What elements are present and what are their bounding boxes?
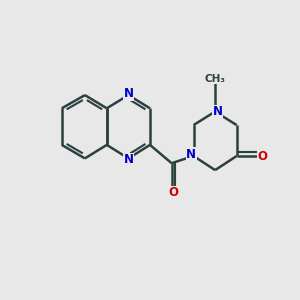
Text: N: N [123, 153, 134, 167]
Text: O: O [257, 149, 268, 163]
Text: CH₃: CH₃ [205, 74, 226, 84]
Text: N: N [123, 87, 134, 100]
Text: N: N [212, 105, 223, 118]
Text: N: N [186, 148, 196, 161]
Text: O: O [168, 186, 178, 200]
